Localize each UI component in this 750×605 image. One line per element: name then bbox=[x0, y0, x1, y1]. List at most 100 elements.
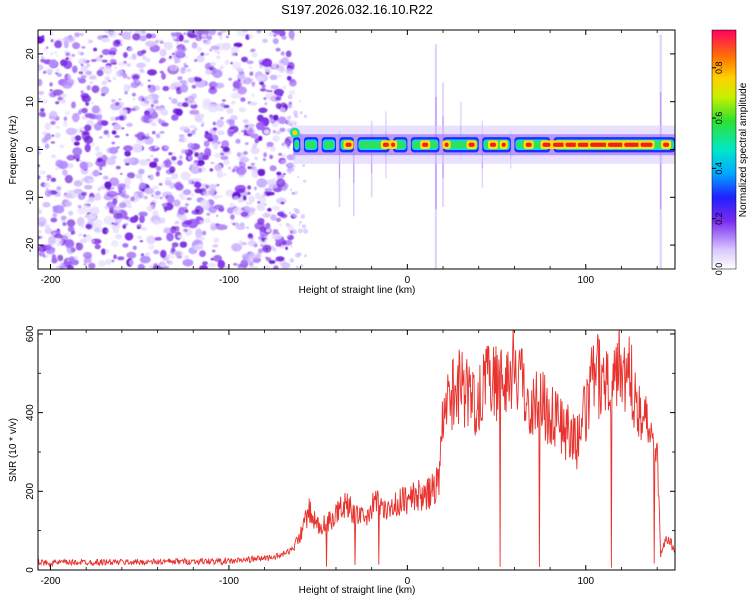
noise-blob bbox=[111, 259, 115, 263]
edge-speck bbox=[288, 211, 292, 215]
noise-blob bbox=[172, 152, 175, 155]
noise-blob bbox=[182, 238, 186, 242]
noise-blob bbox=[247, 266, 259, 269]
noise-blob bbox=[208, 183, 217, 190]
noise-blob bbox=[202, 155, 209, 161]
noise-blob bbox=[48, 91, 54, 97]
noise-blob bbox=[170, 255, 176, 259]
noise-blob bbox=[213, 204, 224, 210]
noise-blob bbox=[81, 130, 90, 136]
noise-blob bbox=[38, 216, 47, 227]
noise-blob bbox=[183, 189, 192, 196]
noise-blob bbox=[70, 259, 79, 266]
spectrogram-ylabel: Frequency (Hz) bbox=[8, 116, 19, 185]
noise-blob bbox=[85, 208, 94, 213]
noise-blob bbox=[159, 70, 164, 74]
hot-spot-red bbox=[565, 142, 578, 147]
noise-blob bbox=[149, 97, 155, 104]
noise-blob bbox=[238, 174, 245, 178]
noise-blob bbox=[73, 188, 83, 194]
noise-blob bbox=[84, 124, 92, 132]
snr-y-tick-label: 600 bbox=[25, 325, 36, 342]
noise-blob bbox=[194, 152, 199, 158]
noise-blob bbox=[271, 63, 278, 69]
noise-blob bbox=[56, 73, 62, 77]
noise-blob bbox=[73, 141, 80, 146]
noise-blob bbox=[168, 97, 172, 100]
noise-blob bbox=[65, 52, 71, 57]
noise-blob bbox=[44, 189, 52, 197]
noise-blob bbox=[244, 188, 250, 193]
noise-blob bbox=[183, 230, 186, 233]
noise-blob bbox=[112, 198, 118, 205]
noise-blob bbox=[94, 192, 102, 201]
noise-blob bbox=[62, 232, 72, 241]
noise-blob bbox=[236, 67, 244, 73]
noise-blob bbox=[149, 148, 153, 150]
edge-speck bbox=[299, 111, 303, 115]
noise-blob bbox=[147, 69, 157, 76]
noise-blob bbox=[191, 84, 197, 89]
snr-y-tick-label: 0 bbox=[25, 567, 36, 573]
noise-blob bbox=[177, 213, 187, 221]
noise-blob bbox=[159, 196, 163, 200]
noise-blob bbox=[38, 175, 41, 180]
noise-blob bbox=[263, 66, 273, 72]
snr-series-line bbox=[38, 330, 675, 568]
noise-blob bbox=[56, 186, 62, 191]
noise-blob bbox=[277, 116, 287, 125]
band-green bbox=[295, 141, 299, 149]
noise-blob bbox=[216, 184, 220, 187]
noise-blob bbox=[242, 119, 249, 124]
noise-blob bbox=[67, 226, 75, 233]
noise-blob bbox=[115, 165, 121, 170]
noise-blob bbox=[139, 182, 146, 189]
noise-blob bbox=[56, 228, 60, 232]
noise-blob bbox=[232, 88, 237, 92]
hot-spot-red bbox=[640, 142, 653, 147]
noise-blob bbox=[109, 47, 118, 54]
noise-blob bbox=[246, 60, 254, 65]
noise-blob bbox=[117, 256, 125, 261]
colorbar: 0.0 0.2 0.4 0.6 0.8 Normalized spectral ampl… bbox=[711, 29, 749, 275]
noise-blob bbox=[183, 62, 187, 66]
noise-blob bbox=[150, 103, 155, 108]
noise-blob bbox=[75, 242, 84, 251]
noise-blob bbox=[92, 169, 100, 177]
noise-blob bbox=[46, 174, 52, 179]
noise-blob bbox=[160, 249, 167, 259]
noise-blob bbox=[80, 65, 89, 72]
noise-blob bbox=[124, 150, 131, 157]
noise-blob bbox=[199, 265, 209, 269]
noise-blob bbox=[194, 205, 204, 215]
noise-blob bbox=[98, 260, 107, 267]
noise-blob bbox=[285, 68, 293, 73]
noise-blob bbox=[254, 157, 258, 160]
noise-blob bbox=[114, 39, 121, 45]
noise-blob bbox=[243, 151, 248, 155]
noise-blob bbox=[140, 69, 145, 74]
noise-blob bbox=[244, 142, 249, 146]
noise-blob bbox=[95, 113, 103, 121]
band-onset-core bbox=[292, 130, 298, 136]
noise-blob bbox=[178, 134, 185, 138]
noise-blob bbox=[172, 36, 177, 40]
noise-blob bbox=[250, 93, 255, 98]
noise-blob bbox=[81, 107, 88, 114]
noise-blob bbox=[280, 154, 287, 158]
noise-blob bbox=[132, 245, 137, 250]
noise-blob bbox=[261, 58, 273, 68]
noise-blob bbox=[148, 265, 154, 269]
edge-speck bbox=[300, 214, 306, 219]
noise-blob bbox=[158, 60, 164, 64]
noise-blob bbox=[74, 32, 80, 38]
noise-blob bbox=[186, 197, 192, 201]
noise-blob bbox=[141, 227, 147, 231]
noise-blob bbox=[99, 165, 103, 171]
noise-blob bbox=[236, 188, 246, 194]
noise-blob bbox=[187, 142, 194, 149]
noise-blob bbox=[169, 166, 176, 174]
noise-blob bbox=[120, 173, 123, 175]
noise-blob bbox=[264, 187, 273, 192]
colorbar-gradient bbox=[711, 29, 737, 270]
